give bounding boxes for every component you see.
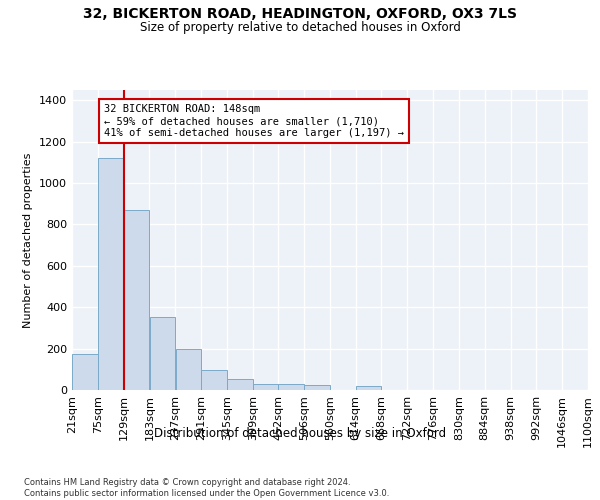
Bar bbox=[278, 384, 304, 390]
Bar bbox=[72, 354, 98, 390]
Text: Size of property relative to detached houses in Oxford: Size of property relative to detached ho… bbox=[140, 21, 460, 34]
Text: 32 BICKERTON ROAD: 148sqm
← 59% of detached houses are smaller (1,710)
41% of se: 32 BICKERTON ROAD: 148sqm ← 59% of detac… bbox=[104, 104, 404, 138]
Bar bbox=[150, 316, 175, 390]
Text: 32, BICKERTON ROAD, HEADINGTON, OXFORD, OX3 7LS: 32, BICKERTON ROAD, HEADINGTON, OXFORD, … bbox=[83, 8, 517, 22]
Bar bbox=[304, 385, 329, 390]
Text: Contains HM Land Registry data © Crown copyright and database right 2024.
Contai: Contains HM Land Registry data © Crown c… bbox=[24, 478, 389, 498]
Bar bbox=[227, 378, 253, 390]
Bar bbox=[176, 348, 201, 390]
Bar bbox=[124, 210, 149, 390]
Y-axis label: Number of detached properties: Number of detached properties bbox=[23, 152, 34, 328]
Bar bbox=[253, 384, 278, 390]
Bar bbox=[356, 386, 381, 390]
Text: Distribution of detached houses by size in Oxford: Distribution of detached houses by size … bbox=[154, 428, 446, 440]
Bar bbox=[202, 370, 227, 390]
Bar bbox=[98, 158, 124, 390]
